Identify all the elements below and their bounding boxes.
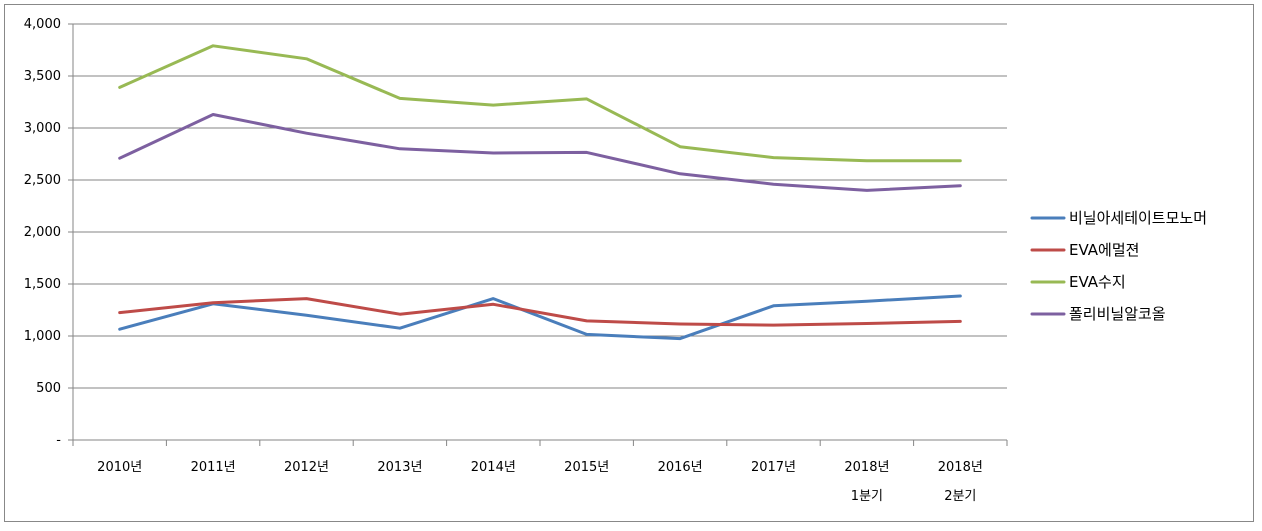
series-line-4 xyxy=(118,113,962,192)
x-tick-label: 2013년 xyxy=(377,460,422,475)
legend-label: 폴리비닐알코올 xyxy=(1069,305,1166,323)
y-tick-label: 2,000 xyxy=(24,225,61,240)
x-tick-label: 2010년 xyxy=(97,460,142,475)
gridlines xyxy=(73,23,1007,389)
x-tick-label: 2011년 xyxy=(191,460,236,475)
y-tick-label: 500 xyxy=(36,381,61,396)
chart-frame: -500 1,000 1,500 2,000 2,500 3,000 3,500 4,000 … xyxy=(4,4,1254,522)
legend-label: EVA에멀젼 xyxy=(1069,241,1139,259)
series-line-3 xyxy=(118,44,962,163)
series-lines xyxy=(118,44,962,341)
series-line-1 xyxy=(118,294,962,341)
y-tick-label: 2,500 xyxy=(24,173,61,188)
x-tick-label: 2017년 xyxy=(751,460,796,475)
x-tick-label: 2012년 xyxy=(284,460,329,475)
x-tick-label: 2016년 xyxy=(658,460,703,475)
y-tick-label: 1,500 xyxy=(24,277,61,292)
y-tick-labels: - 500 1,000 1,500 2,000 2,500 3,000 3,500 4,000 xyxy=(24,17,62,448)
series-line-2 xyxy=(118,297,962,327)
legend-label: 비닐아세테이트모노머 xyxy=(1069,209,1207,227)
y-tick-label: 4,000 xyxy=(24,17,61,32)
x-tick-label: 2018년 xyxy=(938,460,983,475)
axes xyxy=(68,23,1008,446)
x-tick-label: 2015년 xyxy=(564,460,609,475)
x-tick-label: 2018년 xyxy=(844,460,889,475)
x-tick-label: 2014년 xyxy=(471,460,516,475)
x-tick-labels: 2010년 2011년 2012년 2013년 2014년 2015년 2016년 2017년… xyxy=(97,460,983,504)
legend-label: EVA수지 xyxy=(1069,273,1126,291)
x-tick-label: 1분기 xyxy=(851,489,883,504)
y-tick-label: 1,000 xyxy=(24,329,61,344)
x-tick-label: 2분기 xyxy=(944,489,976,504)
y-tick-label: 3,000 xyxy=(24,121,61,136)
line-chart: -5001,0001,5002,0002,5003,0003,5004,000 … xyxy=(24,17,1207,504)
y-tick-label: 3,500 xyxy=(24,69,61,84)
y-tick-label: - xyxy=(56,433,61,448)
